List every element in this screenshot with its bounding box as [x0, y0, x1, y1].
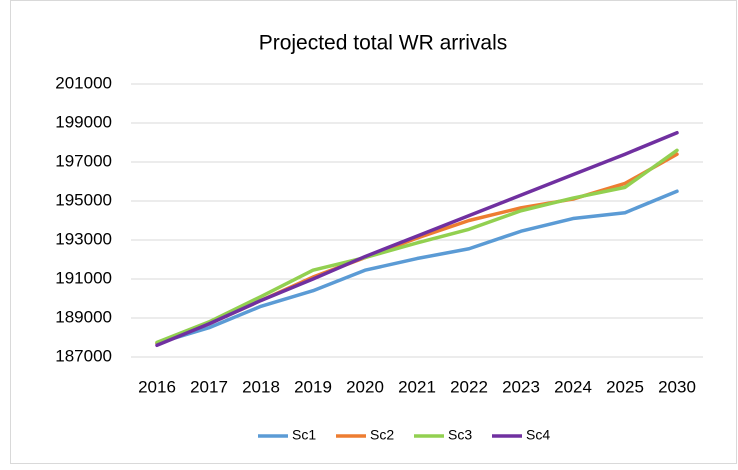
x-tick-label: 2024 [554, 377, 592, 396]
x-tick-label: 2016 [138, 377, 176, 396]
y-tick-label: 187000 [55, 346, 112, 365]
y-tick-label: 199000 [55, 112, 112, 131]
y-tick-label: 195000 [55, 190, 112, 209]
data-line [155, 148, 679, 345]
x-tick-label: 2023 [502, 377, 540, 396]
y-tick-label: 191000 [55, 268, 112, 287]
x-tick-label: 2019 [294, 377, 332, 396]
x-tick-label: 2018 [242, 377, 280, 396]
legend-label: Sc3 [448, 427, 472, 443]
data-line [155, 131, 679, 348]
x-tick-label: 2030 [658, 377, 696, 396]
x-tick-label: 2020 [346, 377, 384, 396]
y-tick-label: 189000 [55, 307, 112, 326]
y-tick-label: 193000 [55, 229, 112, 248]
data-line [155, 189, 679, 346]
x-tick-label: 2025 [606, 377, 644, 396]
legend-label: Sc1 [292, 427, 316, 443]
y-tick-label: 197000 [55, 151, 112, 170]
chart-border [10, 0, 737, 464]
legend-label: Sc2 [370, 427, 394, 443]
x-tick-label: 2017 [190, 377, 228, 396]
chart-title: Projected total WR arrivals [259, 32, 508, 55]
legend-label: Sc4 [526, 427, 550, 443]
y-tick-label: 201000 [55, 73, 112, 92]
x-tick-label: 2021 [398, 377, 436, 396]
x-tick-label: 2022 [450, 377, 488, 396]
